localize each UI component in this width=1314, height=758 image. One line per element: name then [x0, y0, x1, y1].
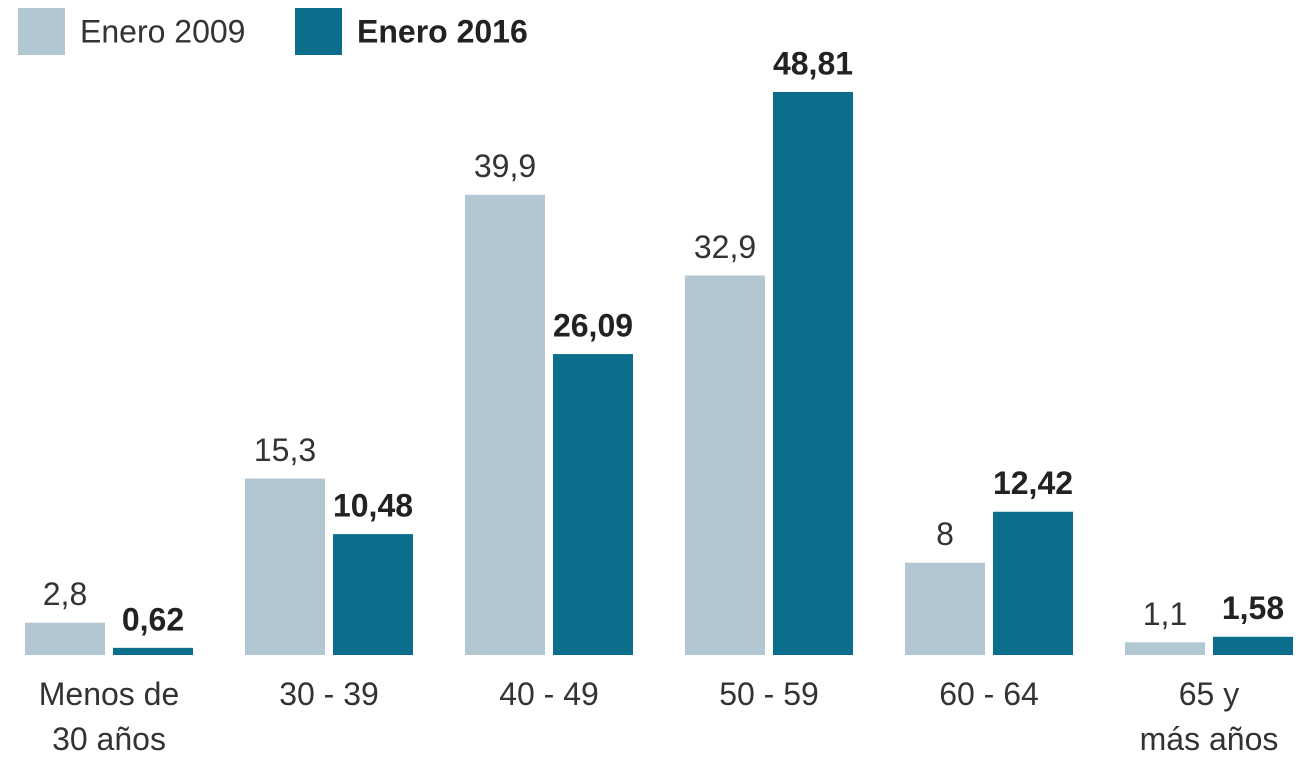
- x-tick-label: 60 - 64: [939, 676, 1039, 712]
- bar: [773, 92, 853, 655]
- value-label: 2,8: [43, 576, 87, 612]
- value-label: 1,1: [1143, 596, 1187, 632]
- x-tick-label: Menos de 30 años: [39, 676, 180, 757]
- value-label: 10,48: [333, 488, 413, 524]
- bar: [993, 511, 1073, 655]
- bar: [465, 194, 545, 655]
- bar: [905, 562, 985, 655]
- bar: [553, 354, 633, 655]
- legend-swatch: [18, 8, 65, 55]
- bar: [685, 275, 765, 655]
- bar: [1125, 642, 1205, 655]
- x-tick-label: 50 - 59: [719, 676, 819, 712]
- value-label: 32,9: [694, 229, 756, 265]
- legend-swatch: [295, 8, 342, 55]
- legend-label: Enero 2016: [357, 13, 528, 49]
- value-label: 48,81: [773, 45, 853, 81]
- bar: [245, 478, 325, 655]
- value-label: 26,09: [553, 308, 633, 344]
- value-label: 0,62: [122, 601, 184, 637]
- value-label: 15,3: [254, 432, 316, 468]
- value-label: 12,42: [993, 465, 1073, 501]
- bar: [113, 647, 193, 655]
- bar: [1213, 636, 1293, 655]
- legend-label: Enero 2009: [80, 13, 245, 49]
- x-tick-label: 65 y más años: [1140, 676, 1279, 757]
- value-label: 39,9: [474, 148, 536, 184]
- value-label: 1,58: [1222, 590, 1284, 626]
- bar: [25, 622, 105, 655]
- bar: [333, 534, 413, 655]
- value-label: 8: [936, 516, 954, 552]
- x-tick-label: 30 - 39: [279, 676, 379, 712]
- x-tick-label: 40 - 49: [499, 676, 599, 712]
